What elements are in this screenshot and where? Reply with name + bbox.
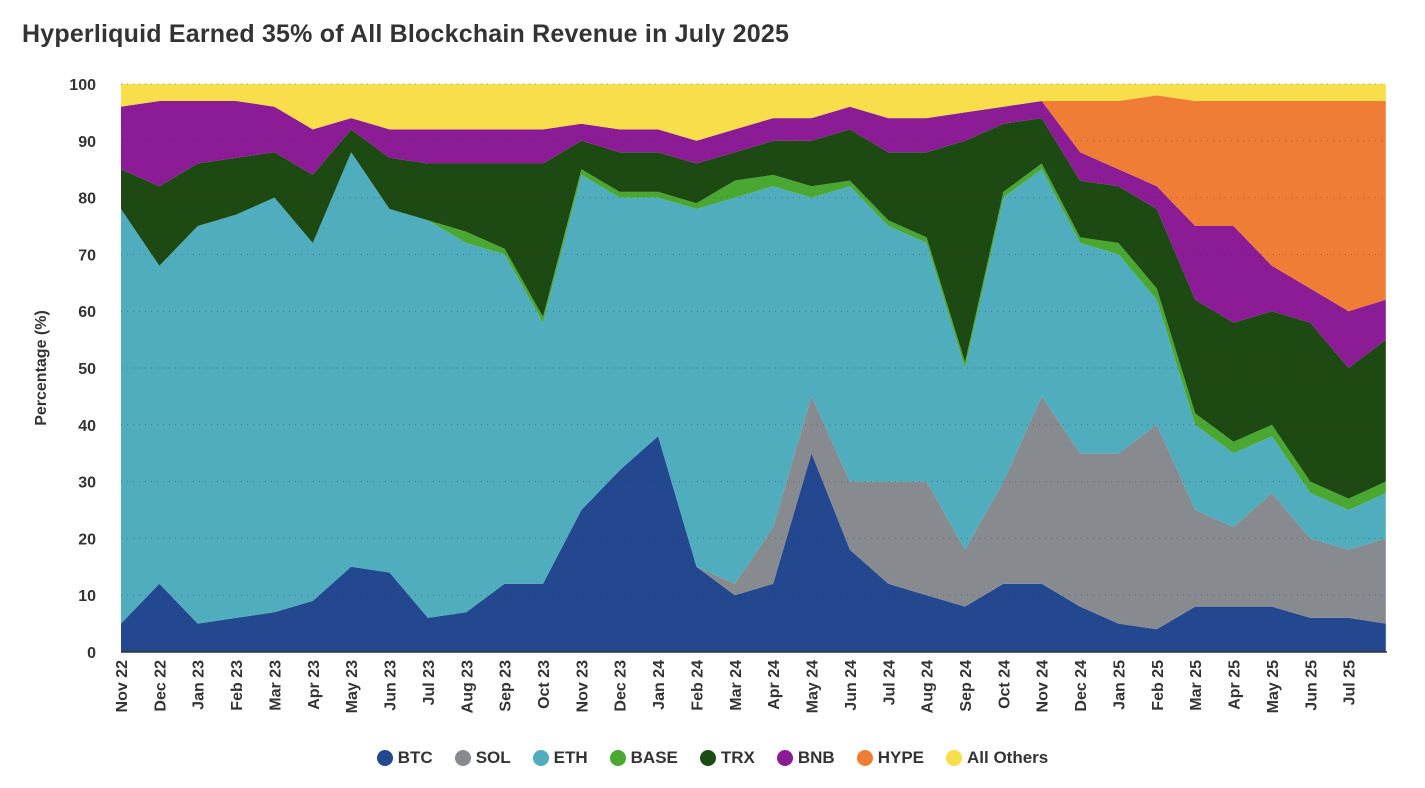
x-tick-label: Jun 23 [383,660,400,711]
area-sol [121,396,1386,630]
y-tick-label: 40 [78,418,96,435]
area-eth [121,152,1386,624]
legend-item-btc: BTC [376,748,433,768]
y-tick-label: 30 [78,475,96,492]
x-tick-label: Jan 24 [651,660,668,710]
x-axis-ticks: Nov 22 Dec 22 Jan 23 Feb 23 Mar 23 Apr 23 May … [114,660,1359,713]
legend-swatch [532,750,549,766]
x-tick-label: Nov 23 [574,660,591,713]
legend-item-trx: TRX [699,748,755,768]
legend-label: All Others [967,748,1049,767]
legend-swatch [946,750,963,766]
legend-swatch [776,750,793,766]
x-tick-label: Jul 24 [881,660,898,705]
x-tick-label: Dec 24 [1073,660,1090,712]
x-tick-label: Jan 23 [191,660,208,710]
x-tick-label: Aug 24 [920,660,937,713]
y-tick-label: 70 [78,247,96,264]
legend-swatch [376,750,393,766]
legend-item-sol: SOL [454,748,511,768]
area-hype [121,95,1386,312]
y-tick-label: 20 [78,531,96,548]
x-tick-label: Feb 24 [689,660,706,711]
x-tick-label: Dec 22 [152,660,169,712]
legend-label: BTC [397,748,433,767]
x-tick-label: Sep 23 [498,660,515,712]
legend-item-bnb: BNB [776,748,835,768]
gridlines [121,83,1387,653]
x-tick-label: May 23 [344,660,361,713]
x-tick-label: Jul 25 [1342,660,1359,705]
y-tick-label: 10 [78,588,96,605]
x-tick-label: Apr 24 [766,660,783,710]
legend-label: ETH [553,748,588,767]
legend: BTC SOL ETH BASE TRX BNB HYPE All Others [0,748,1425,768]
x-tick-label: Aug 23 [459,660,476,713]
legend-item-hype: HYPE [856,748,925,768]
y-axis-ticks: 0 10 20 30 40 50 60 70 80 90 100 [69,77,96,662]
series-areas [121,84,1386,652]
x-tick-label: May 25 [1265,660,1282,713]
legend-label: SOL [475,748,511,767]
y-tick-label: 100 [69,77,96,94]
legend-item-base: BASE [609,748,678,768]
x-tick-label: Jan 25 [1111,660,1128,710]
area-trx [121,118,1386,499]
x-tick-label: Mar 24 [728,660,745,711]
x-tick-label: Jul 23 [421,660,438,705]
y-tick-label: 90 [78,134,96,151]
x-tick-label: Oct 24 [996,660,1013,709]
y-axis-label: Percentage (%) [33,310,50,426]
y-tick-label: 0 [87,645,96,662]
y-tick-label: 60 [78,304,96,321]
legend-label: TRX [720,748,755,767]
x-tick-label: Dec 23 [613,660,630,712]
x-tick-label: Mar 25 [1188,660,1205,711]
legend-swatch [609,750,626,766]
x-tick-label: Nov 24 [1035,660,1052,713]
x-tick-label: May 24 [805,660,822,713]
legend-swatch [856,750,873,766]
legend-item-all-others: All Others [946,748,1048,768]
area-bnb [121,101,1386,368]
legend-label: BNB [797,748,835,767]
legend-label: BASE [630,748,678,767]
legend-swatch [699,750,716,766]
x-tick-label: Mar 23 [267,660,284,711]
stacked-area-chart: 0 10 20 30 40 50 60 70 80 90 100 Nov 22 Dec 22 Jan 2… [33,77,1387,713]
area-btc [121,436,1386,652]
legend-swatch [454,750,471,766]
area-all-others [121,84,1386,141]
x-tick-label: Oct 23 [536,660,553,709]
x-tick-label: Jun 25 [1303,660,1320,711]
x-tick-label: Jun 24 [843,660,860,711]
x-tick-label: Apr 25 [1227,660,1244,710]
x-tick-label: Apr 23 [306,660,323,710]
y-tick-label: 80 [78,191,96,208]
legend-item-eth: ETH [532,748,588,768]
x-tick-label: Sep 24 [958,660,975,712]
legend-label: HYPE [877,748,925,767]
x-tick-label: Nov 22 [114,660,131,713]
y-tick-label: 50 [78,361,96,378]
chart-title: Hyperliquid Earned 35% of All Blockchain… [22,20,790,48]
x-tick-label: Feb 25 [1150,660,1167,711]
x-tick-label: Feb 23 [229,660,246,711]
